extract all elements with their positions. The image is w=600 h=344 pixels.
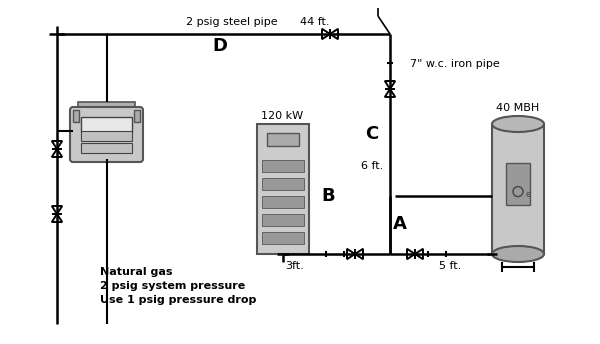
Text: 120 kW: 120 kW (262, 111, 304, 121)
Bar (81, 143, 132, 153)
Text: 7" w.c. iron pipe: 7" w.c. iron pipe (410, 59, 500, 69)
Text: 5 ft.: 5 ft. (439, 261, 461, 271)
Text: 6 ft.: 6 ft. (361, 161, 383, 171)
Bar (492, 124, 544, 254)
Ellipse shape (492, 116, 544, 132)
Text: 40 MBH: 40 MBH (496, 103, 539, 113)
Bar (262, 232, 304, 244)
Bar (506, 163, 530, 205)
Text: A: A (393, 215, 407, 233)
FancyBboxPatch shape (70, 107, 143, 162)
Text: 2 psig system pressure: 2 psig system pressure (100, 281, 245, 291)
Text: Use 1 psig pressure drop: Use 1 psig pressure drop (100, 295, 256, 305)
Text: e: e (526, 190, 530, 199)
Bar (266, 133, 299, 146)
Text: B: B (321, 187, 335, 205)
Bar (78, 102, 135, 110)
Text: 3ft.: 3ft. (286, 261, 304, 271)
Bar (262, 196, 304, 208)
Text: Natural gas: Natural gas (100, 267, 173, 277)
Bar (73, 110, 79, 122)
Text: D: D (212, 37, 227, 55)
Ellipse shape (492, 246, 544, 262)
Bar (81, 131, 132, 141)
Bar (262, 214, 304, 226)
Bar (262, 160, 304, 172)
Bar (262, 178, 304, 190)
Bar (134, 110, 140, 122)
Text: C: C (365, 125, 379, 143)
Text: 2 psig steel pipe: 2 psig steel pipe (186, 17, 278, 27)
Bar (81, 117, 132, 132)
Text: 44 ft.: 44 ft. (300, 17, 329, 27)
Bar (257, 124, 308, 254)
